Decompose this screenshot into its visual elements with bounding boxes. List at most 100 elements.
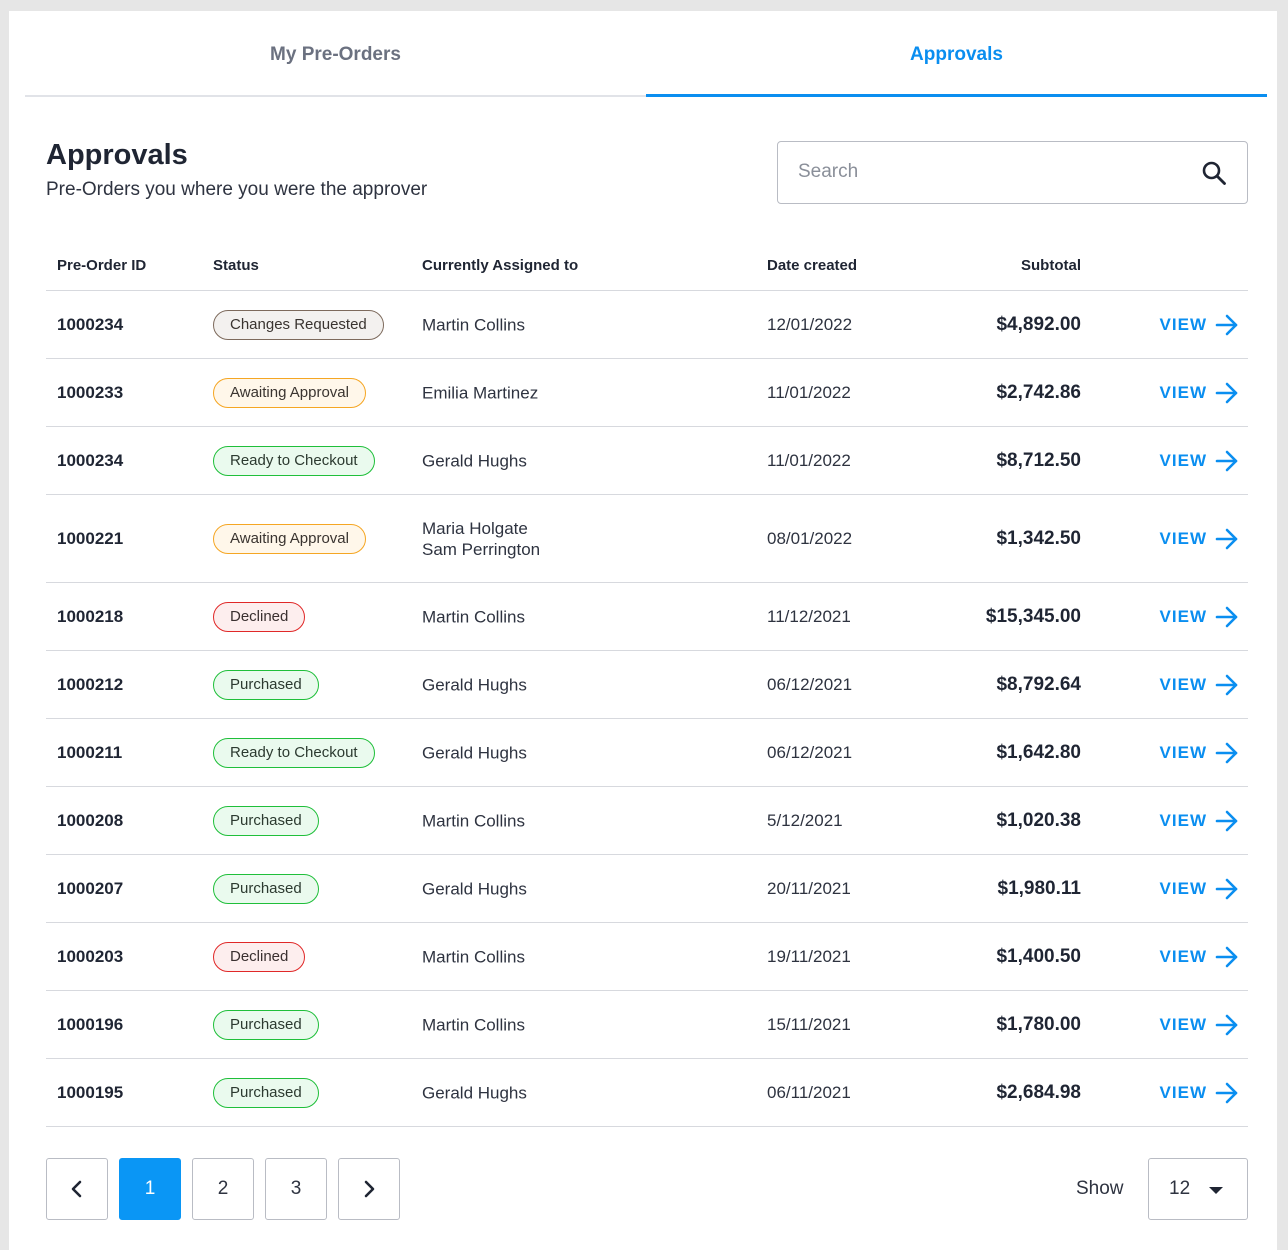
pre-order-id: 1000234 xyxy=(57,450,124,470)
view-link[interactable]: VIEW xyxy=(1160,946,1239,968)
page-button-1[interactable]: 1 xyxy=(119,1158,181,1220)
pagination: 1 2 3 xyxy=(46,1158,400,1220)
assigned-to: Martin Collins xyxy=(422,1014,525,1035)
subtotal: $2,742.86 xyxy=(996,381,1081,403)
subtotal: $1,780.00 xyxy=(996,1013,1081,1035)
view-label: VIEW xyxy=(1159,674,1207,694)
arrow-right-icon xyxy=(1215,606,1238,627)
arrow-right-icon xyxy=(1215,1082,1238,1103)
date-created: 11/01/2022 xyxy=(767,382,851,402)
view-link[interactable]: VIEW xyxy=(1160,528,1239,550)
status-badge: Purchased xyxy=(213,805,319,836)
header-status: Status xyxy=(213,257,259,274)
subtotal: $4,892.00 xyxy=(996,313,1081,335)
caret-down-icon xyxy=(1209,1187,1223,1194)
table-row: 1000233 Awaiting Approval Emilia Martine… xyxy=(46,359,1248,427)
status-cell: Changes Requested xyxy=(213,309,384,340)
status-badge: Purchased xyxy=(213,669,319,700)
pre-order-id: 1000203 xyxy=(57,946,124,966)
pre-order-id: 1000207 xyxy=(57,878,124,898)
view-label: VIEW xyxy=(1159,878,1207,898)
view-link[interactable]: VIEW xyxy=(1160,674,1239,696)
assignee-name: Emilia Martinez xyxy=(422,383,539,402)
status-cell: Declined xyxy=(213,601,306,632)
status-cell: Declined xyxy=(213,941,306,972)
arrow-right-icon xyxy=(1215,1014,1238,1035)
view-link[interactable]: VIEW xyxy=(1160,810,1239,832)
view-link[interactable]: VIEW xyxy=(1160,314,1239,336)
search-input[interactable] xyxy=(798,142,1178,202)
view-link[interactable]: VIEW xyxy=(1160,742,1239,764)
assigned-to: Maria Holgate Sam Perrington xyxy=(422,518,540,560)
approvals-card: My Pre-Orders Approvals Approvals Pre-Or… xyxy=(9,11,1277,1250)
assignee-name: Gerald Hughs xyxy=(422,1083,527,1102)
view-link[interactable]: VIEW xyxy=(1160,382,1239,404)
date-created: 06/11/2021 xyxy=(767,1082,851,1102)
view-link[interactable]: VIEW xyxy=(1160,878,1239,900)
header-subtotal: Subtotal xyxy=(1021,257,1081,274)
assignee-name: Gerald Hughs xyxy=(422,879,527,898)
page-title: Approvals xyxy=(46,139,188,171)
arrow-right-icon xyxy=(1215,742,1238,763)
prev-page-button[interactable] xyxy=(46,1158,108,1220)
status-badge: Awaiting Approval xyxy=(213,523,366,554)
status-badge: Declined xyxy=(213,601,306,632)
view-link[interactable]: VIEW xyxy=(1160,606,1239,628)
view-label: VIEW xyxy=(1159,810,1207,830)
date-created: 20/11/2021 xyxy=(767,878,851,898)
status-badge: Changes Requested xyxy=(213,309,384,340)
table-row: 1000196 Purchased Martin Collins 15/11/2… xyxy=(46,991,1248,1059)
pre-order-id: 1000212 xyxy=(57,674,124,694)
table-header: Pre-Order ID Status Currently Assigned t… xyxy=(46,243,1248,291)
date-created: 06/12/2021 xyxy=(767,674,853,694)
table-row: 1000207 Purchased Gerald Hughs 20/11/202… xyxy=(46,855,1248,923)
table-body: 1000234 Changes Requested Martin Collins… xyxy=(46,291,1248,1127)
assignee-name: Martin Collins xyxy=(422,315,525,334)
status-cell: Ready to Checkout xyxy=(213,445,375,476)
subtotal: $1,020.38 xyxy=(996,809,1081,831)
table-row: 1000195 Purchased Gerald Hughs 06/11/202… xyxy=(46,1059,1248,1127)
tab-my-pre-orders[interactable]: My Pre-Orders xyxy=(270,44,401,65)
view-label: VIEW xyxy=(1159,606,1207,626)
view-label: VIEW xyxy=(1159,1082,1207,1102)
view-label: VIEW xyxy=(1159,946,1207,966)
subtotal: $1,642.80 xyxy=(996,741,1081,763)
assignee-name: Gerald Hughs xyxy=(422,451,527,470)
next-page-button[interactable] xyxy=(338,1158,400,1220)
subtotal: $2,684.98 xyxy=(996,1081,1081,1103)
pre-order-id: 1000233 xyxy=(57,382,124,402)
view-link[interactable]: VIEW xyxy=(1160,1014,1239,1036)
pre-order-id: 1000195 xyxy=(57,1082,124,1102)
view-link[interactable]: VIEW xyxy=(1160,1082,1239,1104)
assignee-name: Sam Perrington xyxy=(422,539,541,559)
status-badge: Purchased xyxy=(213,873,319,904)
tab-approvals[interactable]: Approvals xyxy=(646,31,1267,97)
assignee-name: Martin Collins xyxy=(422,811,525,830)
date-created: 19/11/2021 xyxy=(767,946,851,966)
assigned-to: Gerald Hughs xyxy=(422,878,527,899)
subtotal: $8,792.64 xyxy=(996,673,1081,695)
search-icon[interactable] xyxy=(1201,160,1227,186)
table-row: 1000211 Ready to Checkout Gerald Hughs 0… xyxy=(46,719,1248,787)
date-created: 11/01/2022 xyxy=(767,450,851,470)
view-label: VIEW xyxy=(1159,528,1207,548)
page-size-select[interactable]: 12 xyxy=(1148,1158,1248,1220)
arrow-right-icon xyxy=(1215,314,1238,335)
table-row: 1000218 Declined Martin Collins 11/12/20… xyxy=(46,583,1248,651)
chevron-left-icon xyxy=(71,1180,82,1198)
subtotal: $15,345.00 xyxy=(985,605,1081,627)
date-created: 08/01/2022 xyxy=(767,528,853,548)
status-badge: Ready to Checkout xyxy=(213,445,375,476)
status-badge: Purchased xyxy=(213,1009,319,1040)
subtotal: $1,980.11 xyxy=(997,877,1081,899)
view-link[interactable]: VIEW xyxy=(1160,450,1239,472)
page-button-2[interactable]: 2 xyxy=(192,1158,254,1220)
status-cell: Purchased xyxy=(213,1077,319,1108)
assigned-to: Martin Collins xyxy=(422,314,525,335)
arrow-right-icon xyxy=(1215,878,1238,899)
page-button-3[interactable]: 3 xyxy=(265,1158,327,1220)
assigned-to: Martin Collins xyxy=(422,606,525,627)
search-box[interactable] xyxy=(777,141,1248,204)
status-badge: Awaiting Approval xyxy=(213,377,366,408)
status-cell: Ready to Checkout xyxy=(213,737,375,768)
